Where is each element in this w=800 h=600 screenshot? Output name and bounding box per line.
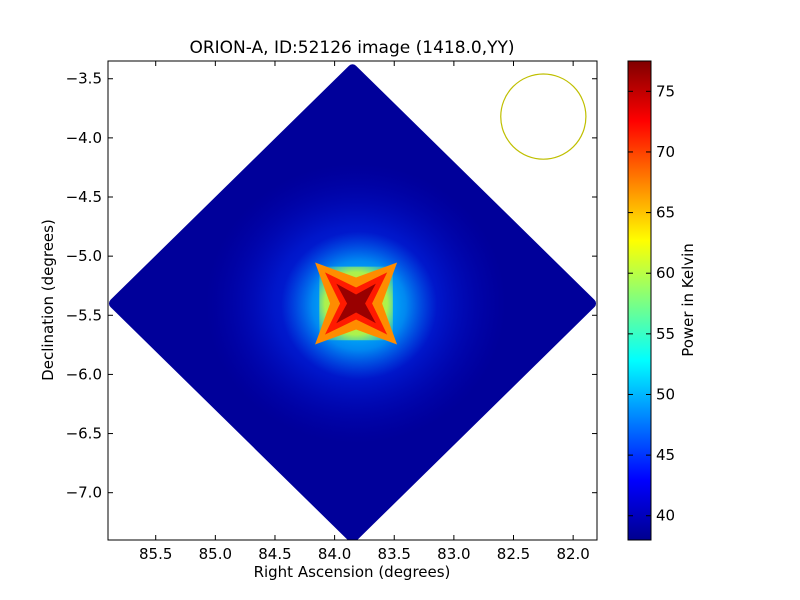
y-axis-ticks: −3.5 −4.0 −4.5 −5.0 −5.5 −6.0 −6.5 −7.0: [66, 70, 597, 502]
y-tick-label: −3.5: [66, 70, 102, 88]
x-axis-label: Right Ascension (degrees): [254, 563, 451, 581]
beam-circle: [500, 73, 587, 160]
y-tick-label: −5.5: [66, 306, 102, 324]
x-tick-label: 85.5: [139, 545, 172, 563]
chart-title: ORION-A, ID:52126 image (1418.0,YY): [189, 38, 514, 58]
y-tick-label: −4.5: [66, 188, 102, 206]
colorbar-tick-label: 40: [656, 507, 675, 525]
colorbar-tick-label: 70: [656, 143, 675, 161]
colorbar-tick-label: 60: [656, 264, 675, 282]
colorbar-tick-label: 50: [656, 385, 675, 403]
colorbar-ticks: 40 45 50 55 60 65 70 75: [628, 82, 675, 525]
y-tick-label: −6.5: [66, 425, 102, 443]
colorbar-label: Power in Kelvin: [679, 243, 697, 357]
colorbar-tick-label: 55: [656, 325, 675, 343]
x-tick-label: 85.0: [199, 545, 232, 563]
colorbar-tick-label: 65: [656, 204, 675, 222]
plot-frame: [107, 60, 598, 541]
x-tick-label: 82.0: [556, 545, 589, 563]
colorbar: 40 45 50 55 60 65 70 75 Power in Kelvin: [627, 60, 697, 541]
x-axis-ticks: 85.5 85.0 84.5 84.0 83.5 83.0 82.5 82.0: [139, 61, 590, 563]
y-tick-label: −5.0: [66, 247, 102, 265]
x-tick-label: 83.0: [437, 545, 470, 563]
emission-peak: [336, 283, 376, 324]
x-tick-label: 84.5: [258, 545, 291, 563]
y-tick-label: −7.0: [66, 484, 102, 502]
x-tick-label: 82.5: [497, 545, 530, 563]
heatmap-layer: [108, 64, 597, 540]
colorbar-tick-label: 75: [656, 82, 675, 100]
colorbar-tick-label: 45: [656, 446, 675, 464]
y-tick-label: −4.0: [66, 129, 102, 147]
x-tick-label: 83.5: [378, 545, 411, 563]
y-tick-label: −6.0: [66, 365, 102, 383]
x-tick-label: 84.0: [318, 545, 351, 563]
colorbar-gradient: [627, 60, 652, 541]
y-axis-label: Declination (degrees): [39, 219, 57, 381]
plot-area: 85.5 85.0 84.5 84.0 83.5 83.0 82.5 82.0 −3.5 −4.…: [66, 60, 598, 563]
